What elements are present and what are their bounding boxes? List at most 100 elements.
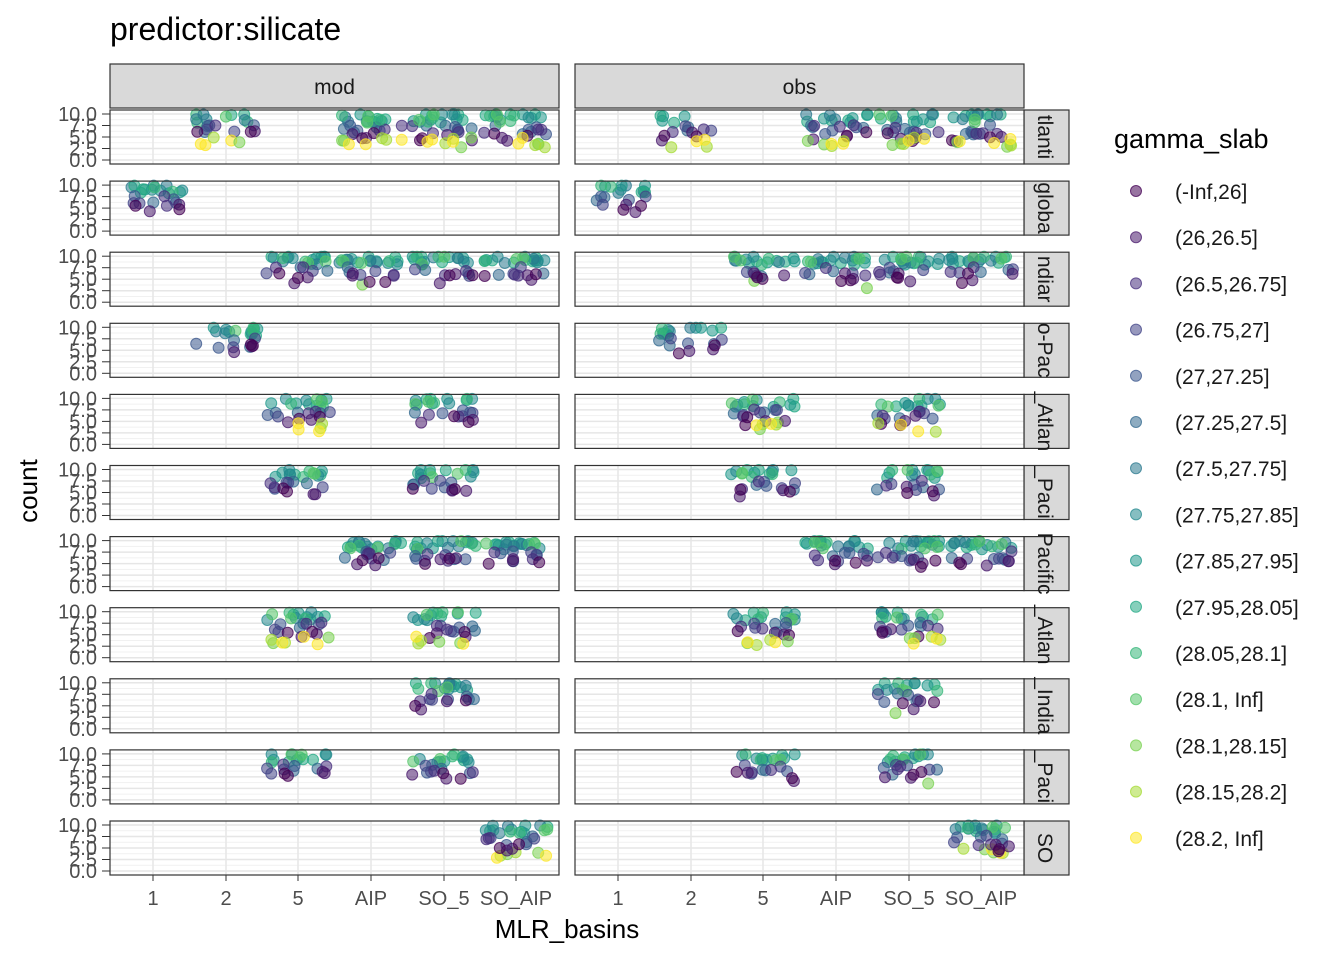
data-point bbox=[596, 198, 609, 211]
data-point bbox=[886, 139, 899, 151]
data-point bbox=[921, 679, 934, 692]
row-strip-label: SO bbox=[1033, 833, 1056, 863]
data-point bbox=[207, 321, 220, 334]
x-tick-label: 5 bbox=[292, 888, 303, 910]
data-point bbox=[434, 474, 447, 487]
y-tick-label: 5.0 bbox=[69, 767, 97, 789]
data-point bbox=[902, 134, 915, 147]
column-strip-label: obs bbox=[783, 76, 817, 99]
legend-key bbox=[1130, 554, 1142, 567]
data-point bbox=[285, 748, 298, 761]
data-point bbox=[407, 611, 420, 624]
data-point bbox=[409, 699, 422, 712]
data-point bbox=[766, 468, 779, 481]
y-tick-label: 0.0 bbox=[69, 577, 97, 599]
data-point bbox=[268, 623, 281, 636]
data-point bbox=[748, 403, 761, 416]
data-point bbox=[986, 540, 998, 553]
data-point bbox=[746, 393, 759, 406]
row-strip-label: tlanti bbox=[1033, 115, 1056, 159]
data-point bbox=[658, 129, 671, 142]
data-point bbox=[451, 467, 464, 480]
data-point bbox=[928, 696, 940, 709]
y-tick-label: 5.0 bbox=[69, 483, 97, 505]
data-point bbox=[446, 108, 459, 121]
y-tick-label: 0.0 bbox=[69, 790, 97, 812]
panel-border bbox=[574, 535, 1025, 592]
data-point bbox=[1004, 133, 1017, 145]
facet-panel bbox=[109, 606, 560, 663]
data-point bbox=[540, 849, 553, 862]
data-point bbox=[466, 269, 479, 282]
x-tick-label: 2 bbox=[220, 888, 231, 910]
data-point bbox=[457, 637, 470, 650]
legend-label: (27,27.25] bbox=[1175, 366, 1270, 389]
y-tick-label: 0.0 bbox=[69, 719, 97, 741]
data-point bbox=[313, 425, 326, 438]
y-tick-label: 0.0 bbox=[69, 434, 97, 456]
data-point bbox=[529, 268, 542, 281]
data-point bbox=[843, 547, 856, 559]
panel-border bbox=[109, 393, 560, 449]
data-point bbox=[427, 108, 440, 121]
facet-panel bbox=[574, 464, 1025, 521]
data-point bbox=[891, 763, 904, 776]
data-point bbox=[460, 484, 473, 497]
legend-key bbox=[1130, 231, 1142, 244]
data-point bbox=[478, 126, 491, 139]
data-point bbox=[730, 765, 743, 778]
data-point bbox=[448, 483, 461, 496]
data-point bbox=[948, 836, 960, 849]
data-point bbox=[788, 255, 801, 268]
data-point bbox=[917, 264, 930, 277]
data-point bbox=[300, 477, 313, 490]
data-point bbox=[316, 395, 328, 408]
data-point bbox=[853, 252, 866, 265]
y-tick-label: 10.0 bbox=[58, 246, 97, 268]
data-point bbox=[261, 409, 274, 421]
data-point bbox=[889, 707, 902, 720]
data-point bbox=[465, 131, 478, 144]
data-point bbox=[910, 115, 923, 128]
y-tick-label: 10.0 bbox=[58, 104, 97, 126]
data-point bbox=[678, 110, 691, 123]
data-point bbox=[968, 116, 981, 129]
y-tick-label: 2.5 bbox=[69, 139, 97, 161]
data-point bbox=[395, 133, 408, 146]
panel-border bbox=[574, 393, 1025, 449]
data-point bbox=[665, 141, 678, 154]
facet-panel bbox=[109, 819, 560, 876]
data-point bbox=[436, 606, 449, 619]
chart-title: predictor:silicate bbox=[110, 11, 341, 47]
data-point bbox=[833, 120, 846, 133]
data-point bbox=[409, 263, 421, 276]
y-tick-label: 2.5 bbox=[69, 636, 97, 658]
column-strip bbox=[574, 63, 1025, 109]
data-point bbox=[902, 688, 915, 701]
data-point bbox=[478, 254, 491, 267]
data-point bbox=[931, 541, 944, 553]
data-point bbox=[480, 833, 493, 846]
data-point bbox=[895, 623, 908, 636]
data-point bbox=[991, 108, 1003, 121]
legend-label: (27.95,28.05] bbox=[1175, 597, 1299, 620]
data-point bbox=[929, 554, 942, 567]
panel-border bbox=[574, 180, 1025, 236]
y-axis-title: count bbox=[13, 458, 43, 522]
data-point bbox=[734, 483, 747, 496]
legend-key bbox=[1130, 600, 1142, 613]
data-point bbox=[369, 265, 382, 278]
data-point bbox=[359, 138, 372, 151]
facet-panel bbox=[109, 392, 560, 449]
data-point bbox=[914, 695, 927, 708]
data-point bbox=[922, 777, 935, 790]
data-point bbox=[635, 199, 647, 212]
data-point bbox=[859, 269, 872, 282]
data-point bbox=[420, 608, 433, 621]
data-point bbox=[320, 748, 333, 761]
y-tick-label: 5.0 bbox=[69, 198, 97, 220]
panel-border bbox=[109, 749, 560, 805]
data-point bbox=[876, 626, 889, 639]
legend-label: (27.85,27.95] bbox=[1175, 551, 1299, 574]
data-point bbox=[297, 630, 310, 643]
